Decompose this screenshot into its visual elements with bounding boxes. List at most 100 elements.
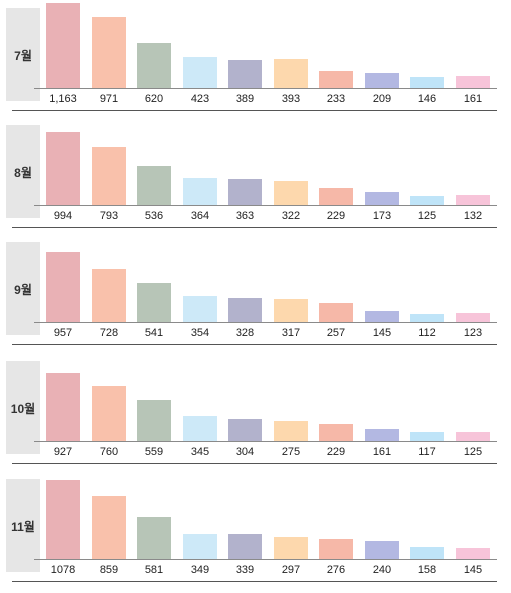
bar [183, 57, 217, 88]
bar-value-label: 322 [281, 210, 301, 222]
bar-value-label: 125 [463, 446, 483, 458]
bar-value-label: 240 [372, 564, 392, 576]
bar [228, 60, 262, 88]
month-label: 8월 [14, 165, 32, 180]
bar [92, 17, 126, 88]
bar-value-label: 393 [281, 93, 301, 105]
bar [137, 400, 171, 441]
bar-value-label: 328 [235, 327, 255, 339]
section-divider [12, 344, 497, 345]
bar-value-label: 112 [418, 327, 436, 339]
bar [410, 314, 444, 322]
bar [365, 429, 399, 441]
bar [183, 416, 217, 441]
bar [137, 517, 171, 559]
bar-value-label: 317 [281, 327, 301, 339]
bar [456, 548, 490, 559]
bar [183, 178, 217, 205]
month-label: 7월 [14, 48, 32, 63]
bar [456, 432, 490, 441]
bar [319, 424, 353, 441]
bar-value-label: 994 [53, 210, 73, 222]
bar-value-label: 363 [235, 210, 255, 222]
bar-value-label: 541 [144, 327, 164, 339]
bar-value-label: 793 [99, 210, 119, 222]
bar-value-label: 760 [99, 446, 119, 458]
bar [92, 147, 126, 205]
bar-value-label: 125 [417, 210, 437, 222]
bar-value-label: 275 [281, 446, 301, 458]
bar [410, 77, 444, 88]
section-divider [12, 463, 497, 464]
month-panel: 9월 957 728 541 354 328 317 257 145 112 123 [0, 242, 511, 354]
bar-value-label: 364 [190, 210, 210, 222]
bar-value-label: 1078 [50, 564, 76, 576]
bar-value-label: 1,163 [49, 93, 77, 105]
month-label: 10월 [10, 401, 36, 416]
bar [137, 283, 171, 322]
bar-baseline [34, 441, 497, 442]
bar [274, 421, 308, 441]
bar [319, 539, 353, 559]
bar [183, 296, 217, 322]
bar-value-label: 158 [417, 564, 437, 576]
bar-value-label: 423 [190, 93, 210, 105]
bar [365, 73, 399, 88]
bar [183, 534, 217, 559]
bar [228, 179, 262, 205]
bar [410, 547, 444, 559]
bar-value-label: 559 [144, 446, 164, 458]
bar [46, 252, 80, 322]
bar-baseline [34, 88, 497, 89]
bar-baseline [34, 559, 497, 560]
bar [410, 196, 444, 205]
bar [456, 195, 490, 205]
bar-value-label: 276 [326, 564, 346, 576]
bar-value-label: 304 [235, 446, 255, 458]
month-label-box: 7월 [6, 8, 40, 101]
bar-value-label: 971 [99, 93, 119, 105]
bar-value-label: 229 [326, 446, 346, 458]
bar-baseline [34, 322, 497, 323]
bar-value-label: 389 [235, 93, 255, 105]
bar [365, 541, 399, 559]
bar [365, 311, 399, 322]
bar-value-label: 728 [99, 327, 119, 339]
month-label: 9월 [14, 282, 32, 297]
section-divider [12, 581, 497, 582]
bar [319, 71, 353, 88]
bar [274, 181, 308, 205]
bar-value-label: 209 [372, 93, 392, 105]
bar [410, 432, 444, 441]
bar [319, 303, 353, 322]
bar [92, 269, 126, 322]
section-divider [12, 110, 497, 111]
bar [46, 132, 80, 205]
bar [228, 419, 262, 441]
bar [274, 537, 308, 559]
bar [274, 59, 308, 88]
bar [137, 43, 171, 88]
bar [365, 192, 399, 205]
bar-value-label: 927 [53, 446, 73, 458]
month-panel: 11월 1078 859 581 349 339 297 276 240 158 145 [0, 479, 511, 591]
month-label-box: 9월 [6, 242, 40, 335]
month-label-box: 11월 [6, 479, 40, 572]
bar-value-label: 859 [99, 564, 119, 576]
bar-value-label: 536 [144, 210, 164, 222]
bar-value-label: 123 [463, 327, 483, 339]
bar [46, 480, 80, 559]
bar-value-label: 620 [144, 93, 164, 105]
bar [46, 373, 80, 441]
bar [46, 3, 80, 88]
month-label-box: 8월 [6, 125, 40, 218]
month-panel: 10월 927 760 559 345 304 275 229 161 117 125 [0, 361, 511, 473]
bar-value-label: 173 [372, 210, 392, 222]
bar-value-label: 257 [326, 327, 346, 339]
bar [228, 298, 262, 322]
month-label-box: 10월 [6, 361, 40, 454]
bar-value-label: 349 [190, 564, 210, 576]
bar-value-label: 297 [281, 564, 301, 576]
bar-value-label: 354 [190, 327, 210, 339]
